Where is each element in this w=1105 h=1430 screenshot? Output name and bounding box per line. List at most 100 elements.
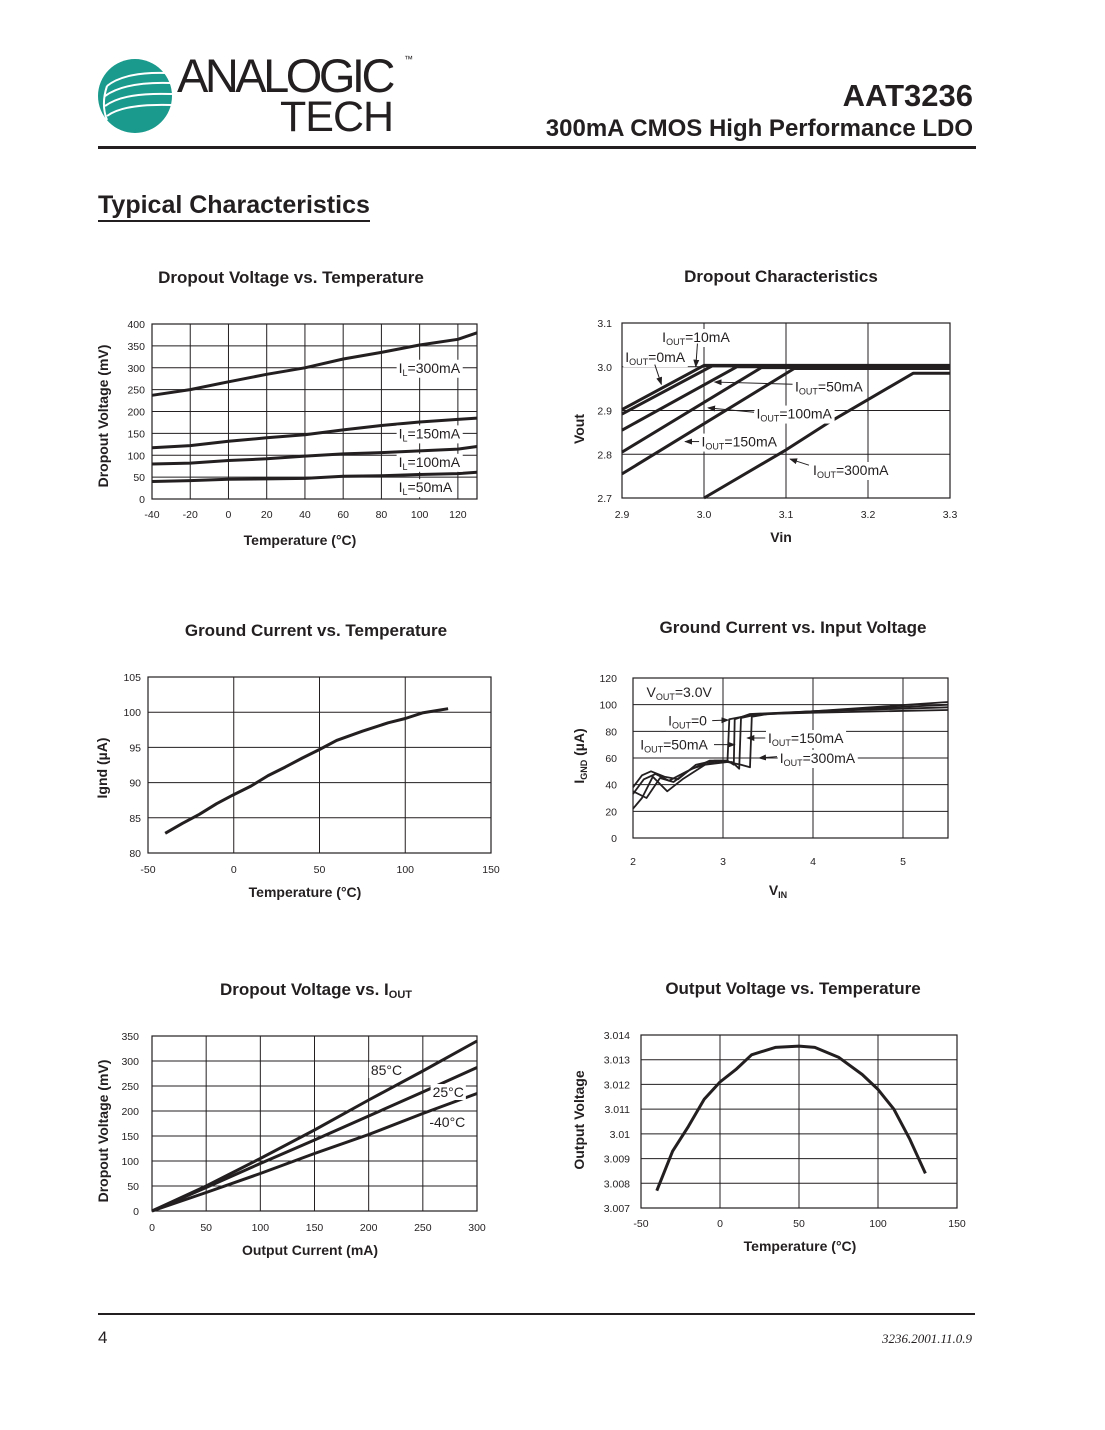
x-tick-label: 250: [414, 1222, 432, 1234]
annotation-background: [644, 684, 715, 702]
x-tick-label: 80: [376, 509, 388, 521]
x-axis-label: Temperature (°C): [744, 1238, 857, 1254]
y-tick-label: 90: [129, 778, 141, 790]
annotation-label-suffix: =100mA: [779, 406, 832, 422]
x-tick-label: 50: [200, 1222, 212, 1234]
annotation-label-text: I: [756, 406, 760, 422]
x-tick-label: 3: [720, 856, 726, 868]
annotation-label-suffix: =300mA: [836, 462, 889, 478]
x-axis-label-text: Temperature (°C): [744, 1238, 857, 1254]
annotation-label-subscript: OUT: [772, 738, 792, 748]
y-tick-label: 85: [129, 813, 141, 825]
series-line-4: [151, 470, 478, 483]
annotation: IOUT=100mA: [707, 405, 835, 424]
annotation: IOUT=300mA: [789, 458, 892, 480]
x-tick-label: 300: [468, 1222, 486, 1234]
y-tick-label: 40: [605, 780, 617, 792]
y-tick-label: 350: [121, 1031, 139, 1043]
chart-title: Ground Current vs. Input Voltage: [660, 618, 927, 637]
annotation: IL=300mA: [396, 359, 463, 378]
annotation: IL=150mA: [396, 425, 463, 444]
y-tick-label: 3.007: [604, 1203, 630, 1215]
annotation-background: [699, 433, 780, 452]
annotation-label-text: I: [702, 434, 706, 450]
y-tick-label: 80: [605, 726, 617, 738]
annotation-label-text: I: [640, 737, 644, 753]
annotation-arrow: [707, 405, 755, 413]
annotation-label-subscript: OUT: [817, 470, 837, 480]
y-tick-label: 350: [127, 341, 145, 353]
x-axis-label: Temperature (°C): [249, 884, 362, 900]
document-code: 3236.2001.11.0.9: [881, 1331, 972, 1346]
annotation-background: [766, 730, 847, 748]
annotation-label-suffix: =10mA: [685, 329, 730, 345]
logo-text-tech: TECH: [280, 93, 394, 141]
annotation-label: IOUT=300mA: [780, 750, 856, 768]
document-subtitle: 300mA CMOS High Performance LDO: [545, 115, 973, 142]
x-axis-label: Output Current (mA): [242, 1242, 378, 1258]
annotation-background: [623, 349, 688, 368]
x-tick-label: -50: [633, 1218, 648, 1230]
series-line-4: [632, 709, 949, 810]
y-tick-label: 95: [129, 742, 141, 754]
y-tick-label: 400: [127, 319, 145, 331]
annotation-label: 25°C: [433, 1084, 464, 1100]
annotation-arrow: [712, 717, 730, 724]
y-tick-label: 200: [127, 407, 145, 419]
annotation-arrow: [713, 379, 793, 386]
annotation-label-subscript: L: [403, 462, 408, 472]
x-axis-label-text: Temperature (°C): [249, 884, 362, 900]
y-tick-label: 50: [133, 472, 145, 484]
annotation: IOUT=0: [666, 712, 730, 731]
series-line-5: [621, 367, 950, 476]
x-tick-label: 20: [261, 509, 273, 521]
x-tick-label: 0: [231, 864, 237, 876]
annotation-label: VOUT=3.0V: [647, 684, 713, 702]
section-title: Typical Characteristics: [98, 191, 370, 222]
x-tick-label: 100: [411, 509, 429, 521]
annotation-label: IL=50mA: [399, 479, 453, 497]
y-tick-label: 20: [605, 806, 617, 818]
annotation-background: [368, 1062, 405, 1078]
annotation-label-suffix: =3.0V: [675, 684, 713, 700]
x-tick-label: 50: [793, 1218, 805, 1230]
annotation: IL=100mA: [396, 453, 463, 472]
x-tick-label: 0: [717, 1218, 723, 1230]
annotation: IOUT=150mA: [746, 730, 847, 748]
y-tick-label: 80: [129, 848, 141, 860]
chart-title: Dropout Voltage vs. IOUT: [220, 980, 412, 1001]
x-tick-label: 60: [337, 509, 349, 521]
x-tick-label: 100: [252, 1222, 270, 1234]
annotation-label-text: I: [813, 462, 817, 478]
annotation-label-subscript: OUT: [705, 442, 725, 452]
x-axis-label: VIN: [769, 882, 787, 900]
annotation-background: [666, 712, 710, 731]
y-axis-label-suffix: (µA): [571, 728, 587, 759]
chart-title-text: Ground Current vs. Input Voltage: [660, 618, 927, 637]
x-axis-label: Vin: [770, 529, 792, 545]
annotation-label-text: I: [399, 360, 403, 376]
annotation-label: IOUT=300mA: [813, 462, 889, 480]
annotation: IOUT=50mA: [713, 378, 866, 397]
y-tick-label: 3.0: [597, 362, 612, 374]
series-line-1: [655, 1044, 927, 1192]
chart-3: Ground Current vs. Temperature 80 85 90 95 10…: [94, 621, 500, 900]
annotation: IOUT=10mA: [660, 329, 733, 368]
annotation-background: [430, 1084, 466, 1100]
chart-title: Dropout Characteristics: [684, 267, 878, 286]
x-tick-label: 100: [869, 1218, 887, 1230]
header-divider: [98, 146, 976, 149]
annotation: 25°C: [430, 1084, 466, 1100]
y-tick-label: 100: [121, 1156, 139, 1168]
annotation-label-text: I: [668, 713, 672, 729]
logo-trademark: ™: [404, 54, 413, 64]
x-tick-label: 2.9: [615, 509, 630, 521]
chart-4: Ground Current vs. Input Voltage 0 20 40 60 8…: [571, 618, 949, 900]
x-tick-label: 4: [810, 856, 816, 868]
annotation-label-suffix: =0: [691, 713, 707, 729]
annotation-label-subscript: OUT: [784, 758, 804, 768]
y-axis-label-text: Dropout Voltage (mV): [95, 345, 111, 488]
annotation-label: IOUT=10mA: [662, 329, 730, 347]
